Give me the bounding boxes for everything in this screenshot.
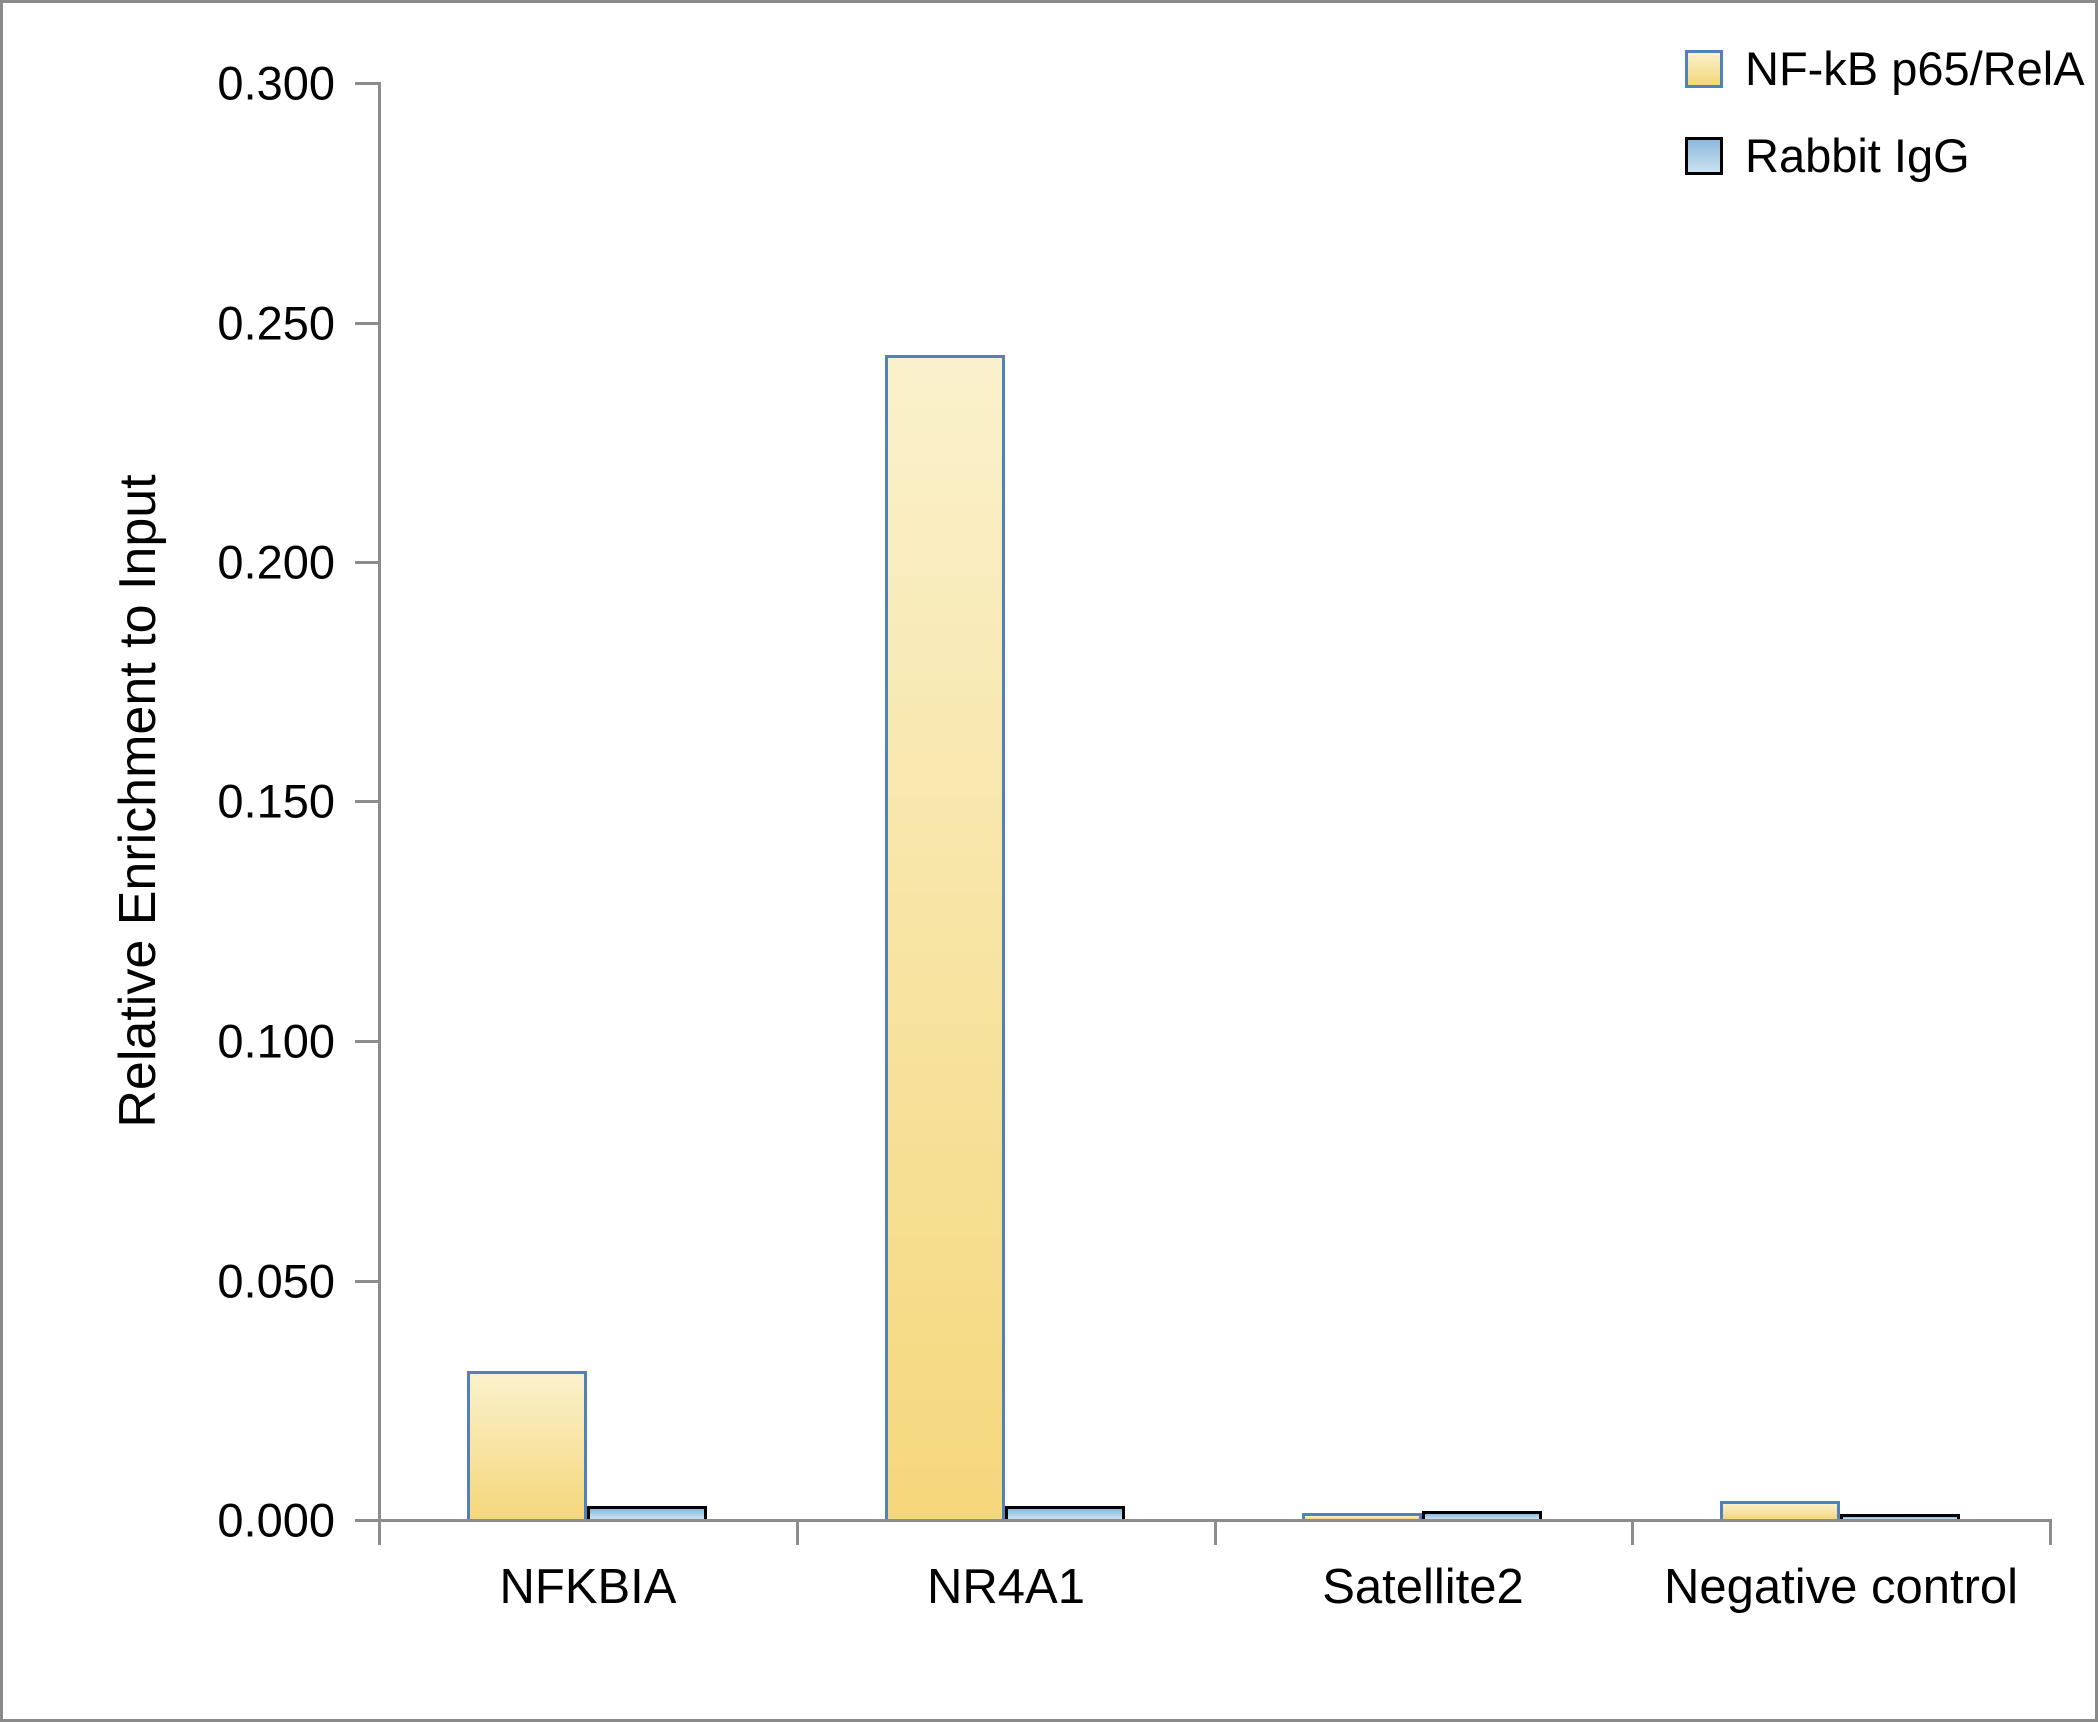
legend-label-nfkb-p65: NF-kB p65/RelA xyxy=(1745,42,2085,95)
legend: NF-kB p65/RelA Rabbit IgG xyxy=(1685,45,2085,219)
y-tick xyxy=(355,561,378,564)
y-tick xyxy=(355,1040,378,1043)
x-axis-line xyxy=(378,1519,2052,1522)
legend-item-rabbit-igg: Rabbit IgG xyxy=(1685,132,2085,179)
x-category-label: NR4A1 xyxy=(927,1560,1085,1614)
y-axis-line xyxy=(378,82,381,1545)
legend-label-rabbit-igg: Rabbit IgG xyxy=(1745,129,1970,182)
y-tick xyxy=(355,322,378,325)
bar-negative-control-antibody xyxy=(1720,1501,1840,1519)
y-tick xyxy=(355,1519,378,1522)
x-category-tick xyxy=(796,1522,799,1545)
bar-satellite2-antibody xyxy=(1302,1513,1422,1519)
bar-nfkbia-igg xyxy=(587,1506,707,1519)
legend-swatch-rabbit-igg xyxy=(1685,136,1723,175)
legend-swatch-nfkb-p65 xyxy=(1685,49,1723,88)
legend-item-nfkb-p65: NF-kB p65/RelA xyxy=(1685,45,2085,92)
x-category-tick xyxy=(1631,1522,1634,1545)
bar-satellite2-igg xyxy=(1422,1511,1542,1519)
y-tick-label: 0.200 xyxy=(217,535,335,589)
y-tick-label: 0.000 xyxy=(217,1493,335,1547)
bar-nr4a1-antibody xyxy=(885,355,1005,1519)
y-tick xyxy=(355,1280,378,1283)
x-category-label: Satellite2 xyxy=(1322,1560,1524,1614)
bar-nfkbia-antibody xyxy=(467,1371,587,1519)
y-tick-label: 0.150 xyxy=(217,774,335,828)
bar-negative-control-igg xyxy=(1840,1514,1960,1519)
x-category-tick xyxy=(1214,1522,1217,1545)
y-tick-label: 0.250 xyxy=(217,296,335,350)
y-tick xyxy=(355,82,378,85)
x-category-tick xyxy=(2049,1522,2052,1545)
x-category-label: Negative control xyxy=(1663,1560,2019,1614)
y-tick-label: 0.100 xyxy=(217,1014,335,1068)
bar-nr4a1-igg xyxy=(1005,1506,1125,1519)
x-category-label: NFKBIA xyxy=(499,1560,677,1614)
y-tick-label: 0.300 xyxy=(217,56,335,110)
y-tick xyxy=(355,800,378,803)
y-tick-label: 0.050 xyxy=(217,1254,335,1308)
